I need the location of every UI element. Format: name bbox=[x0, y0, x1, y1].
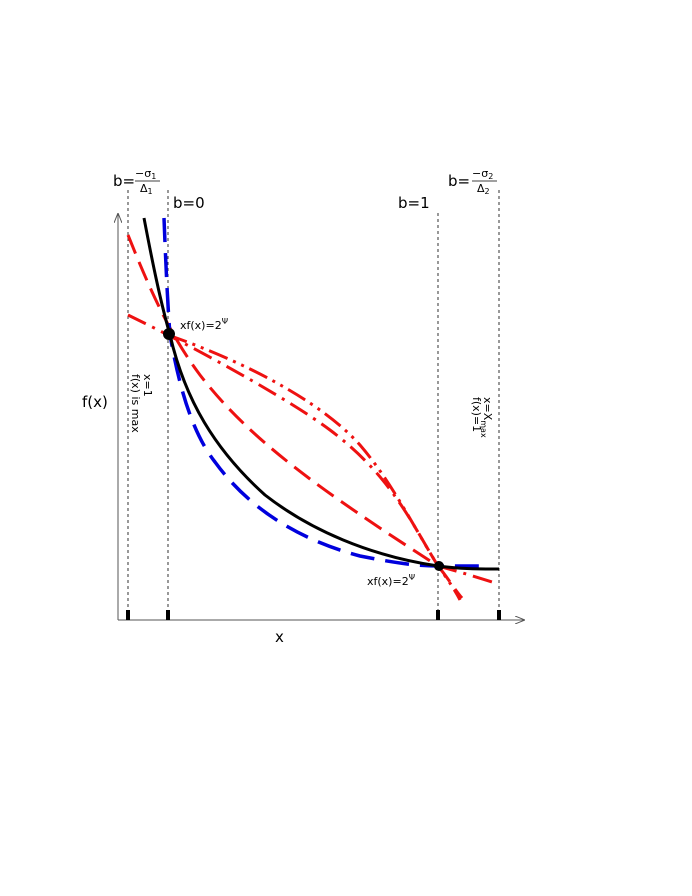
red-dashdotdot-curve bbox=[167, 333, 462, 601]
right-vertical-annotation-2: f(x)=1 bbox=[470, 397, 483, 432]
main-curve bbox=[142, 217, 500, 571]
tick-mark-b-sigma1 bbox=[126, 610, 130, 620]
svg-text:Δ1: Δ1 bbox=[140, 182, 153, 196]
left-intersection-point bbox=[163, 328, 175, 340]
label-b-sigma2: b= −σ2 Δ2 bbox=[448, 167, 497, 196]
y-axis-label: f(x) bbox=[82, 393, 108, 411]
label-b1: b=1 bbox=[398, 194, 430, 212]
left-point-annotation: xf(x)=2Ψ bbox=[180, 317, 228, 332]
svg-text:−σ1: −σ1 bbox=[135, 167, 156, 181]
label-b-sigma1: b= −σ1 Δ1 bbox=[113, 167, 160, 196]
red-dashed-curve bbox=[126, 234, 464, 599]
red-dashdot-curve bbox=[127, 313, 496, 585]
x-axis-label: x bbox=[275, 628, 284, 646]
blue-dashed-curve bbox=[162, 217, 482, 568]
svg-text:b=: b= bbox=[448, 172, 470, 190]
tick-mark-b0 bbox=[166, 610, 170, 620]
label-b0: b=0 bbox=[173, 194, 205, 212]
right-vertical-annotation-1: x=Xmax bbox=[479, 397, 494, 438]
right-point-annotation: xf(x)=2Ψ bbox=[367, 573, 415, 588]
tick-mark-b1 bbox=[436, 610, 440, 620]
left-vertical-annotation-2: f(x) is max bbox=[129, 374, 142, 433]
svg-text:Δ2: Δ2 bbox=[477, 182, 490, 196]
left-vertical-annotation-1: x=1 bbox=[141, 374, 154, 397]
tick-mark-b-sigma2 bbox=[497, 610, 501, 620]
svg-text:b=: b= bbox=[113, 172, 135, 190]
right-intersection-point bbox=[434, 561, 444, 571]
svg-text:−σ2: −σ2 bbox=[472, 167, 493, 181]
